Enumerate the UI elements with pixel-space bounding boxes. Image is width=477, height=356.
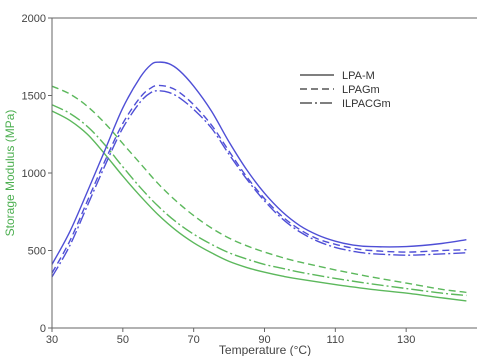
y-tick-label: 1000	[22, 168, 46, 180]
x-tick-label: 110	[327, 334, 345, 346]
y-tick-label: 0	[40, 323, 46, 335]
x-tick-label: 30	[46, 334, 58, 346]
green-dashed-series-line	[51, 85, 467, 294]
chart-legend: LPA-M LPAGm ILPACGm	[300, 70, 391, 110]
legend-label: ILPACGm	[342, 98, 391, 110]
x-tick-label: 130	[397, 334, 415, 346]
green-solid-series-line	[51, 110, 467, 302]
x-axis-title: Temperature (°C)	[219, 343, 311, 356]
y-tick-label: 2000	[22, 13, 46, 25]
blue-solid-series-line	[51, 61, 467, 265]
blue-dashdot-series-line	[51, 90, 467, 278]
y-axis-title: Storage Modulus (MPa)	[3, 110, 17, 237]
y-tick-label: 500	[28, 246, 46, 258]
legend-label: LPA-M	[342, 70, 375, 82]
x-tick-label: 50	[117, 334, 129, 346]
blue-dashed-series-line	[51, 84, 467, 274]
legend-label: LPAGm	[342, 84, 380, 96]
x-tick-label: 90	[258, 334, 270, 346]
x-tick-label: 70	[188, 334, 200, 346]
y-tick-label: 1500	[22, 91, 46, 103]
